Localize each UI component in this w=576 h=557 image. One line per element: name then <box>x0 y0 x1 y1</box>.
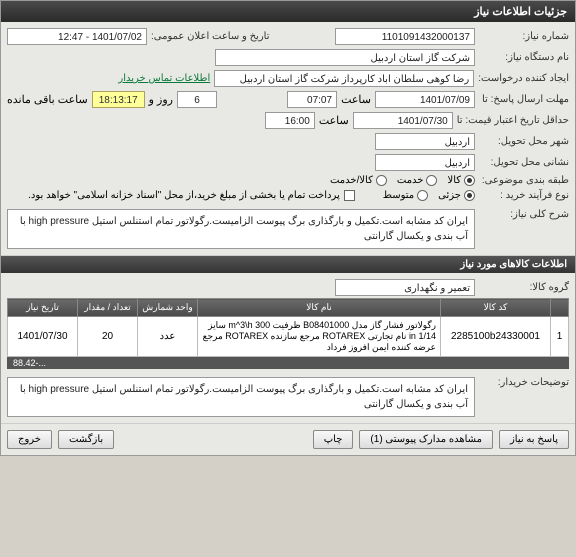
radio-icon <box>426 175 437 186</box>
delivery-place: اردبیل <box>375 154 475 171</box>
cell-qty: 20 <box>78 317 138 357</box>
time-label-1: ساعت <box>341 93 371 106</box>
radio-checked-icon <box>464 190 475 201</box>
remaining-label: ساعت باقی مانده <box>7 93 88 106</box>
announce-value: 1401/07/02 - 12:47 <box>7 28 147 45</box>
col-qty: تعداد / مقدار <box>78 299 138 317</box>
cell-code: 2285100b24330001 <box>441 317 551 357</box>
button-row: پاسخ به نیاز مشاهده مدارک پیوستی (1) چاپ… <box>1 424 575 455</box>
table-pagination: ...-88.42 <box>7 357 569 369</box>
cell-date: 1401/07/30 <box>8 317 78 357</box>
days-value: 6 <box>177 91 217 108</box>
need-info-section: شماره نیاز: 1101091432000137 تاریخ و ساع… <box>1 22 575 256</box>
group-label: گروه کالا: <box>479 282 569 293</box>
purchase-type-group: جزئی متوسط <box>383 190 475 201</box>
delivery-city-label: شهر محل تحویل: <box>479 136 569 147</box>
delivery-city: اردبیل <box>375 133 475 150</box>
col-code: کد کالا <box>441 299 551 317</box>
deadline-time: 07:07 <box>287 91 337 108</box>
cell-unit: عدد <box>138 317 198 357</box>
need-desc-text: ایران کد مشابه است.تکمیل و بارگذاری برگ … <box>7 209 475 249</box>
table-row[interactable]: 1 2285100b24330001 رگولاتور فشار گاز مدل… <box>8 317 569 357</box>
cell-name: رگولاتور فشار گاز مدل B08401000 ظرفیت 30… <box>198 317 441 357</box>
group-value: تعمیر و نگهداری <box>335 279 475 296</box>
need-number-value: 1101091432000137 <box>335 28 475 45</box>
return-button[interactable]: بازگشت <box>58 430 114 449</box>
buyer-contact-link[interactable]: اطلاعات تماس خریدار <box>118 73 210 84</box>
col-index <box>551 299 569 317</box>
details-panel: جزئیات اطلاعات نیاز شماره نیاز: 11010914… <box>0 0 576 456</box>
category-label: طبقه بندی موضوعی: <box>479 175 569 186</box>
partial-pay-label: پرداخت تمام یا بخشی از مبلغ خرید،از محل … <box>28 190 340 201</box>
time-label-2: ساعت <box>319 114 349 127</box>
partial-pay-checkbox[interactable] <box>344 190 355 201</box>
announce-label: تاریخ و ساعت اعلان عمومی: <box>151 31 270 42</box>
countdown-timer: 18:13:17 <box>92 91 145 108</box>
print-button[interactable]: چاپ <box>313 430 354 449</box>
validity-time: 16:00 <box>265 112 315 129</box>
exit-button[interactable]: خروج <box>7 430 52 449</box>
validity-label: حداقل تاریخ اعتبار قیمت: تا <box>457 115 569 126</box>
buyer-notes-label: توضیحات خریدار: <box>479 377 569 388</box>
respond-button[interactable]: پاسخ به نیاز <box>499 430 569 449</box>
need-number-label: شماره نیاز: <box>479 31 569 42</box>
col-unit: واحد شمارش <box>138 299 198 317</box>
table-header-row: کد کالا نام کالا واحد شمارش تعداد / مقدا… <box>8 299 569 317</box>
col-name: نام کالا <box>198 299 441 317</box>
goods-table: کد کالا نام کالا واحد شمارش تعداد / مقدا… <box>7 298 569 357</box>
category-service[interactable]: خدمت <box>397 175 438 186</box>
creator-value: رضا کوهی سلطان اباد کارپرداز شرکت گاز اس… <box>214 70 474 87</box>
goods-section: گروه کالا: تعمیر و نگهداری کد کالا نام ک… <box>1 273 575 424</box>
radio-checked-icon <box>464 175 475 186</box>
pt-small[interactable]: جزئی <box>438 190 475 201</box>
buyer-notes-text: ایران کد مشابه است.تکمیل و بارگذاری برگ … <box>7 377 475 417</box>
days-and-label: روز و <box>149 93 173 106</box>
org-value: شرکت گاز استان اردبیل <box>215 49 475 66</box>
cell-index: 1 <box>551 317 569 357</box>
radio-icon <box>376 175 387 186</box>
org-label: نام دستگاه نیاز: <box>479 52 569 63</box>
radio-icon <box>417 190 428 201</box>
goods-section-title: اطلاعات کالاهای مورد نیاز <box>1 256 575 273</box>
need-desc-label: شرح کلی نیاز: <box>479 209 569 220</box>
pt-medium[interactable]: متوسط <box>383 190 428 201</box>
category-goods-service[interactable]: کالا/خدمت <box>330 175 387 186</box>
purchase-type-label: نوع فرآیند خرید : <box>479 190 569 201</box>
creator-label: ایجاد کننده درخواست: <box>478 73 569 84</box>
category-goods[interactable]: کالا <box>447 175 475 186</box>
col-date: تاریخ نیاز <box>8 299 78 317</box>
deadline-label: مهلت ارسال پاسخ: تا <box>479 94 569 105</box>
category-radio-group: کالا خدمت کالا/خدمت <box>330 175 475 186</box>
panel-title: جزئیات اطلاعات نیاز <box>1 1 575 22</box>
validity-date: 1401/07/30 <box>353 112 453 129</box>
delivery-place-label: نشانی محل تحویل: <box>479 157 569 168</box>
deadline-date: 1401/07/09 <box>375 91 475 108</box>
attachments-button[interactable]: مشاهده مدارک پیوستی (1) <box>359 430 493 449</box>
